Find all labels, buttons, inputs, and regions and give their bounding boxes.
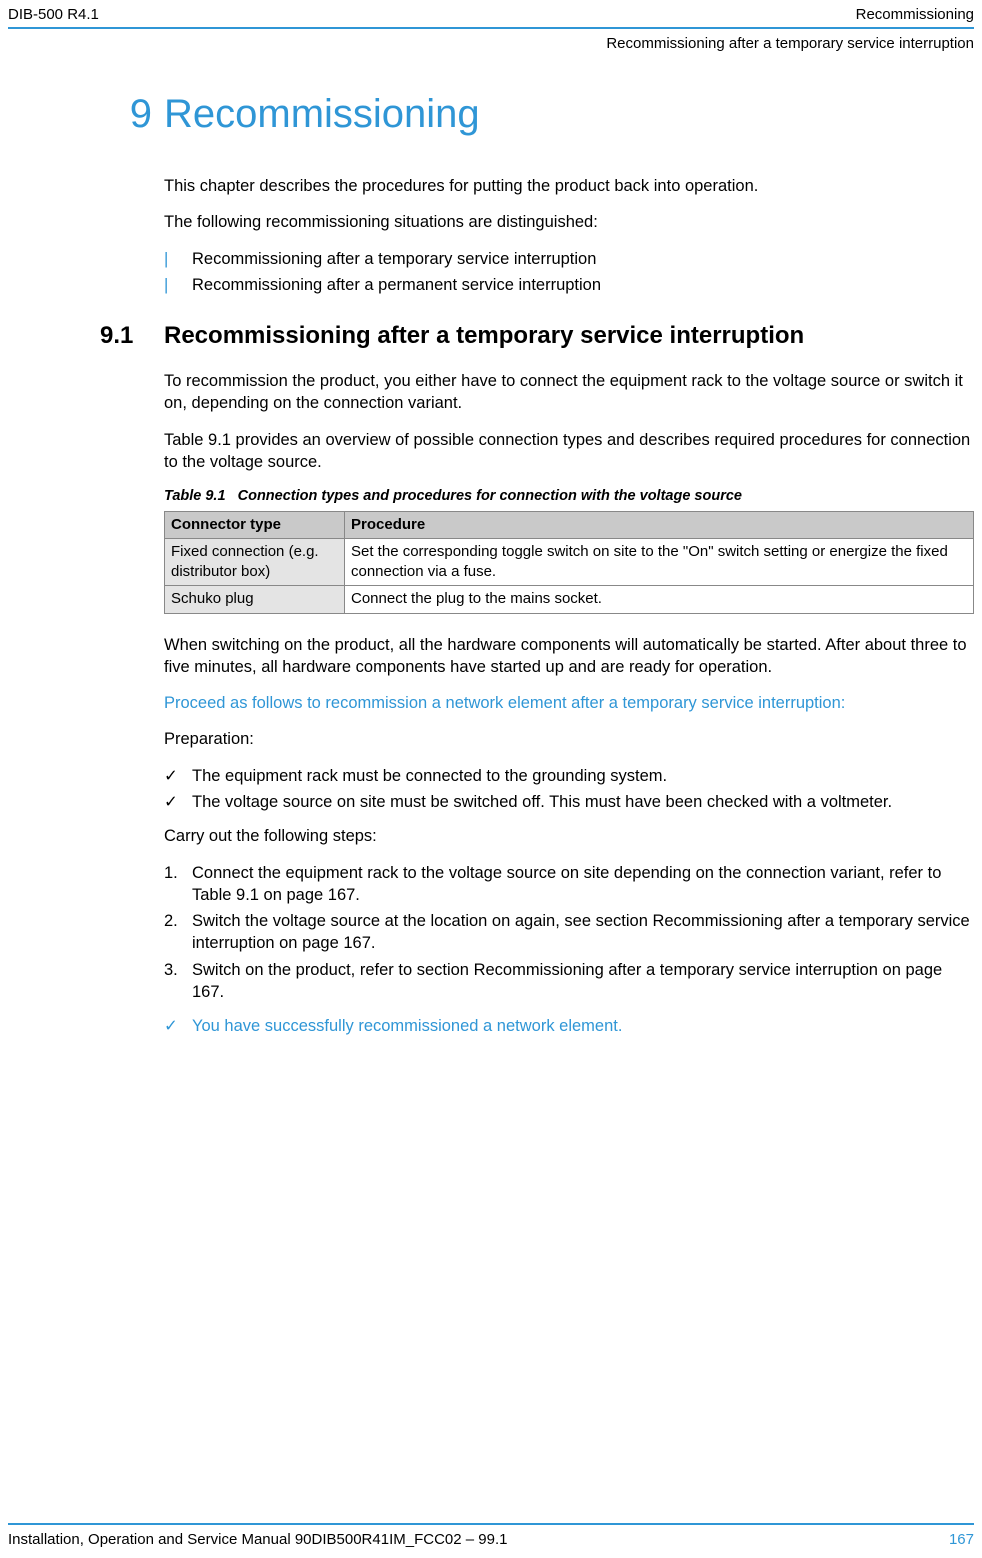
chapter-number: 9 (100, 92, 152, 137)
table-row: Schuko plug Connect the plug to the main… (165, 586, 974, 613)
intro-bullets: | Recommissioning after a temporary serv… (164, 248, 974, 297)
header-left: DIB-500 R4.1 (8, 6, 99, 23)
list-item-text: The voltage source on site must be switc… (192, 791, 892, 813)
content: 9 Recommissioning This chapter describes … (0, 52, 982, 1037)
footer-row: Installation, Operation and Service Manu… (8, 1531, 974, 1548)
section-p2: Table 9.1 provides an overview of possib… (164, 429, 974, 474)
prep-list: ✓ The equipment rack must be connected t… (164, 765, 974, 814)
list-item-text: Recommissioning after a permanent servic… (192, 274, 601, 296)
steps-label: Carry out the following steps: (164, 825, 974, 847)
intro-p2: The following recommissioning situations… (164, 211, 974, 233)
table-header-cell: Connector type (165, 511, 345, 538)
page-header: DIB-500 R4.1 Recommissioning (0, 0, 982, 27)
section-body: To recommission the product, you either … (164, 370, 974, 1037)
check-icon: ✓ (164, 1015, 192, 1037)
list-item-text: Recommissioning after a temporary servic… (192, 248, 596, 270)
list-item-text: Switch the voltage source at the locatio… (192, 910, 974, 955)
pipe-icon: | (164, 274, 192, 296)
list-item: 3. Switch on the product, refer to secti… (164, 959, 974, 1004)
section-title: Recommissioning after a temporary servic… (164, 322, 804, 350)
success-text: You have successfully recommissioned a n… (192, 1015, 622, 1037)
intro-p1: This chapter describes the procedures fo… (164, 175, 974, 197)
footer-rule (8, 1523, 974, 1525)
page-footer: Installation, Operation and Service Manu… (8, 1523, 974, 1548)
prep-label: Preparation: (164, 728, 974, 750)
section-number: 9.1 (100, 322, 164, 350)
step-number: 2. (164, 910, 192, 955)
list-item: | Recommissioning after a permanent serv… (164, 274, 974, 296)
step-number: 3. (164, 959, 192, 1004)
procedure-intro: Proceed as follows to recommission a net… (164, 692, 974, 714)
list-item: | Recommissioning after a temporary serv… (164, 248, 974, 270)
check-icon: ✓ (164, 791, 192, 813)
table-row: Fixed connection (e.g. distributor box) … (165, 538, 974, 586)
list-item: ✓ The equipment rack must be connected t… (164, 765, 974, 787)
list-item-text: Switch on the product, refer to section … (192, 959, 974, 1004)
header-sub: Recommissioning after a temporary servic… (0, 29, 982, 52)
table-caption: Table 9.1 Connection types and procedure… (164, 487, 974, 507)
chapter-title: 9 Recommissioning (100, 92, 974, 137)
list-item: ✓ The voltage source on site must be swi… (164, 791, 974, 813)
connection-table: Connector type Procedure Fixed connectio… (164, 511, 974, 614)
footer-left: Installation, Operation and Service Manu… (8, 1531, 507, 1548)
table-cell: Set the corresponding toggle switch on s… (345, 538, 974, 586)
table-caption-text: Connection types and procedures for conn… (238, 488, 742, 504)
list-item: 1. Connect the equipment rack to the vol… (164, 862, 974, 907)
step-number: 1. (164, 862, 192, 907)
table-caption-label: Table 9.1 (164, 488, 226, 504)
list-item: 2. Switch the voltage source at the loca… (164, 910, 974, 955)
page-number: 167 (949, 1531, 974, 1548)
list-item-text: Connect the equipment rack to the voltag… (192, 862, 974, 907)
section-p1: To recommission the product, you either … (164, 370, 974, 415)
table-header-row: Connector type Procedure (165, 511, 974, 538)
table-cell: Fixed connection (e.g. distributor box) (165, 538, 345, 586)
chapter-title-text: Recommissioning (164, 92, 480, 136)
pipe-icon: | (164, 248, 192, 270)
check-icon: ✓ (164, 765, 192, 787)
intro-block: This chapter describes the procedures fo… (164, 175, 974, 296)
table-cell: Schuko plug (165, 586, 345, 613)
success-line: ✓ You have successfully recommissioned a… (164, 1015, 974, 1037)
table-cell: Connect the plug to the mains socket. (345, 586, 974, 613)
list-item-text: The equipment rack must be connected to … (192, 765, 667, 787)
section-heading: 9.1 Recommissioning after a temporary se… (100, 322, 974, 350)
after-table-p1: When switching on the product, all the h… (164, 634, 974, 679)
header-right: Recommissioning (856, 6, 974, 23)
steps-list: 1. Connect the equipment rack to the vol… (164, 862, 974, 1004)
table-header-cell: Procedure (345, 511, 974, 538)
